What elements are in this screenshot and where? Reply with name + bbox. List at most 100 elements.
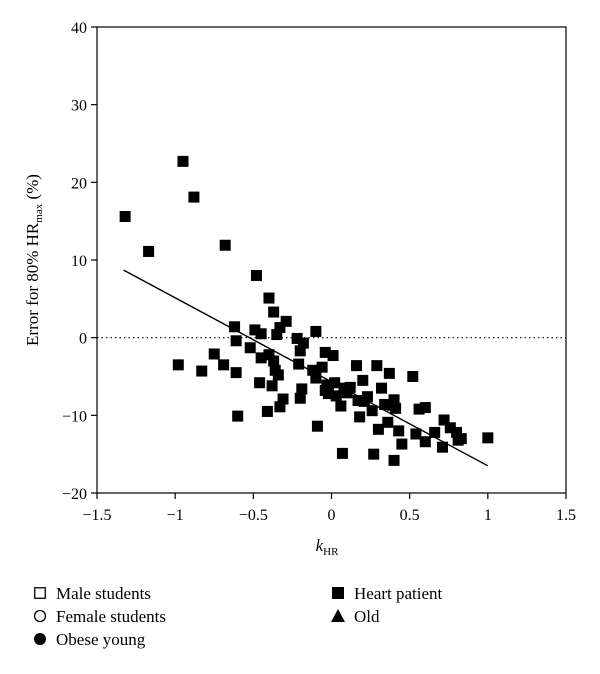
data-point (444, 422, 456, 434)
data-point (319, 346, 331, 358)
data-point (357, 374, 369, 386)
legend-marker-icon (34, 587, 46, 599)
data-point (188, 191, 200, 203)
data-point (268, 355, 280, 367)
x-axis-label: kHR (316, 536, 339, 558)
y-tick-label: 10 (71, 253, 87, 270)
data-point (119, 211, 131, 223)
data-point (266, 380, 278, 392)
x-axis-label-sub: HR (323, 546, 339, 558)
y-tick-label: 20 (71, 175, 87, 192)
regression-line (123, 269, 489, 467)
data-point (329, 377, 341, 389)
data-point (482, 432, 494, 444)
data-point (244, 342, 256, 354)
y-axis-label-sub: max (33, 203, 45, 222)
legend-marker-icon (332, 587, 344, 599)
data-point (419, 402, 431, 414)
data-point (327, 350, 339, 362)
data-point (379, 398, 391, 410)
legend: Male students Female students Obese young H… (33, 584, 443, 649)
data-point (280, 315, 292, 327)
data-point (261, 405, 273, 417)
data-point (371, 360, 383, 372)
data-point (255, 328, 267, 340)
data-point (250, 270, 262, 282)
data-point (219, 239, 231, 251)
data-point (354, 411, 366, 423)
legend-marker-icon (34, 633, 46, 645)
data-point (277, 393, 289, 405)
data-point (310, 372, 322, 384)
data-point (268, 306, 280, 318)
legend-label: Obese young (56, 630, 146, 649)
data-point (274, 322, 286, 334)
data-point (230, 335, 242, 347)
legend-label: Male students (56, 584, 151, 603)
data-point (376, 382, 388, 394)
data-point (272, 369, 284, 381)
y-axis-label-prefix: Error for 80% HR (23, 222, 42, 346)
legend-marker-icon (33, 609, 47, 623)
legend-marker-icon (331, 609, 345, 622)
data-point (255, 352, 267, 364)
data-point (419, 436, 431, 448)
data-point (310, 325, 322, 337)
legend-entry: Female students (33, 607, 166, 626)
plot-frame (96, 26, 567, 494)
data-point (351, 360, 363, 372)
data-point (319, 384, 331, 396)
data-point (291, 332, 303, 344)
data-point (366, 405, 378, 417)
data-point (263, 349, 275, 361)
y-tick-label: −20 (62, 486, 87, 503)
data-point (336, 447, 348, 459)
data-point (143, 245, 155, 257)
data-point (311, 420, 323, 432)
data-point (294, 345, 306, 357)
data-point (436, 441, 448, 453)
data-point (271, 329, 283, 341)
y-tick-label: 30 (71, 98, 87, 115)
y-tick-label: 40 (71, 20, 87, 37)
data-point (263, 292, 275, 304)
data-point (208, 348, 220, 360)
data-point (352, 395, 364, 407)
data-point (218, 359, 230, 371)
data-point (438, 414, 450, 426)
data-point (335, 400, 347, 412)
legend-label: Old (354, 607, 380, 626)
legend-entry: Heart patient (332, 584, 443, 603)
plot-area: −20 −10 0 10 20 30 40 −1.5 −1 −0.5 0 0.5 1 1.5 (62, 20, 576, 524)
data-point (382, 416, 394, 428)
x-tick-label: 1 (484, 507, 492, 524)
legend-label: Female students (56, 607, 166, 626)
legend-entry: Obese young (34, 630, 146, 649)
data-point (413, 403, 425, 415)
data-point (390, 402, 402, 414)
data-point (230, 367, 242, 379)
data-point (330, 390, 342, 402)
data-point (410, 428, 422, 440)
data-point (451, 426, 463, 438)
legend-entry: Old (331, 607, 380, 626)
data-point (274, 401, 286, 413)
x-tick-label: 0 (328, 507, 336, 524)
data-point (294, 392, 306, 404)
data-point (396, 438, 408, 450)
x-tick-label: −1.5 (82, 507, 111, 524)
data-point (388, 394, 400, 406)
data-point (229, 321, 241, 333)
data-point (361, 391, 373, 403)
y-axis-label-suffix: (%) (23, 174, 42, 204)
data-point (296, 383, 308, 395)
data-point (196, 365, 208, 377)
data-point (368, 448, 380, 460)
data-point (344, 381, 356, 393)
data-point (407, 371, 419, 382)
legend-entry: Male students (34, 584, 151, 603)
data-point (293, 358, 305, 370)
data-point (316, 361, 328, 373)
data-point (429, 426, 441, 438)
